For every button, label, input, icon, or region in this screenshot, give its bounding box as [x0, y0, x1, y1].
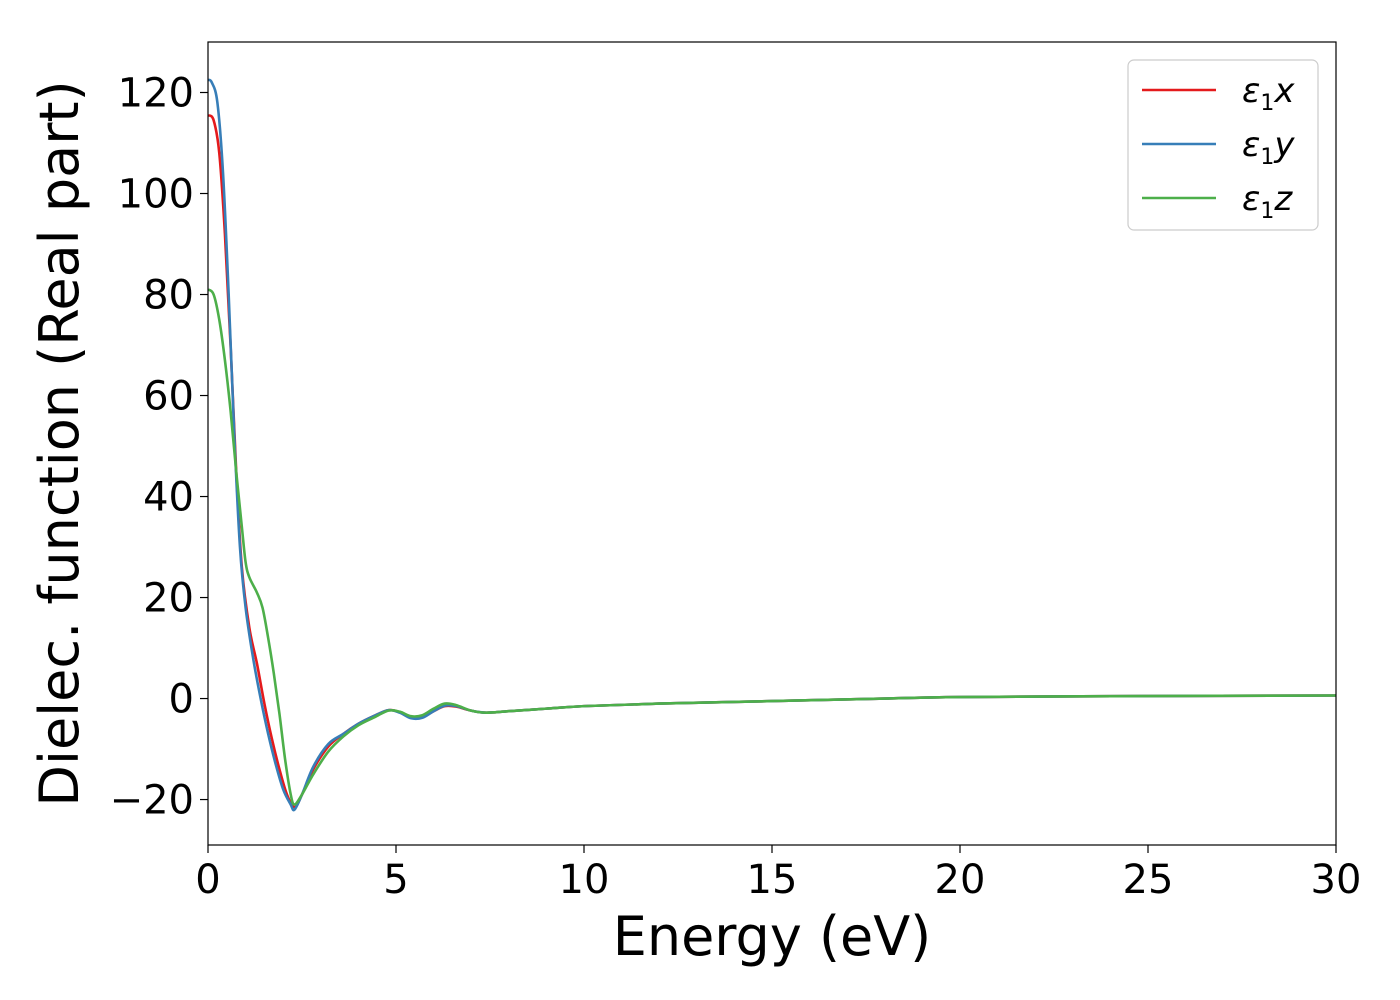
- legend-box: [1127, 59, 1319, 231]
- legend-label-z: ε1z: [1242, 179, 1293, 224]
- y-tick-label: 60: [143, 374, 194, 420]
- y-axis: −20 0 20 40 60 80 100 120: [110, 71, 208, 824]
- y-tick-label: 80: [143, 273, 194, 319]
- x-tick-label: 20: [935, 857, 986, 903]
- y-tick-label: 100: [118, 172, 194, 218]
- y-tick-label: 40: [143, 475, 194, 521]
- x-tick-label: 0: [195, 857, 220, 903]
- legend: ε1x ε1y ε1z: [1127, 59, 1319, 231]
- series-line-z: [208, 288, 1336, 806]
- legend-label-y: ε1y: [1242, 125, 1295, 170]
- x-tick-label: 30: [1311, 857, 1362, 903]
- x-tick-label: 25: [1123, 857, 1174, 903]
- y-tick-label: 0: [169, 677, 194, 723]
- y-tick-label: 120: [118, 71, 194, 117]
- x-tick-label: 10: [559, 857, 610, 903]
- series-layer: [208, 78, 1336, 812]
- x-tick-label: 5: [383, 857, 408, 903]
- y-tick-label: 20: [143, 576, 194, 622]
- x-tick-label: 15: [747, 857, 798, 903]
- y-axis-label: Dielec. function (Real part): [28, 80, 91, 806]
- x-axis-label: Energy (eV): [613, 905, 932, 968]
- legend-label-x: ε1x: [1242, 71, 1295, 116]
- y-tick-label: −20: [110, 778, 194, 824]
- x-axis: 0 5 10 15 20 25 30: [195, 845, 1361, 903]
